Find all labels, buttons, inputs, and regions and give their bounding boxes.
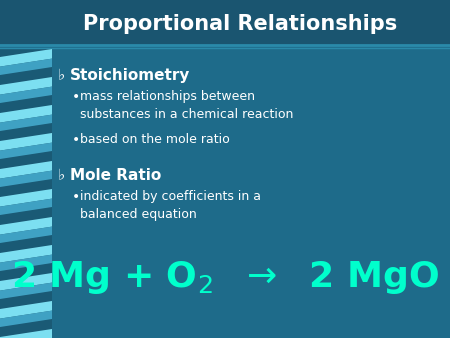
Polygon shape [0,133,52,151]
Text: Stoichiometry: Stoichiometry [70,68,190,83]
Polygon shape [0,245,52,263]
Text: •: • [72,133,80,147]
Polygon shape [0,189,52,207]
Text: Proportional Relationships: Proportional Relationships [83,14,397,34]
Polygon shape [0,273,52,291]
Polygon shape [0,311,52,327]
Text: ♭: ♭ [58,68,65,83]
Polygon shape [0,49,52,67]
Text: Mole Ratio: Mole Ratio [70,168,161,183]
Polygon shape [0,105,52,123]
Polygon shape [0,226,52,243]
Text: mass relationships between
substances in a chemical reaction: mass relationships between substances in… [80,90,293,121]
Polygon shape [0,87,52,103]
Polygon shape [0,301,52,319]
Polygon shape [0,255,52,271]
Text: 2 Mg + O$_2$  $\rightarrow$  2 MgO: 2 Mg + O$_2$ $\rightarrow$ 2 MgO [11,260,439,296]
Text: ♭: ♭ [58,168,65,183]
Polygon shape [0,283,52,299]
Text: based on the mole ratio: based on the mole ratio [80,133,230,146]
Bar [0,0,450,45]
Polygon shape [0,58,52,75]
Text: •: • [72,90,80,104]
Polygon shape [0,143,52,159]
Text: indicated by coefficients in a
balanced equation: indicated by coefficients in a balanced … [80,190,261,221]
Polygon shape [0,171,52,187]
Bar [0,49,52,338]
Polygon shape [0,217,52,235]
Polygon shape [0,77,52,95]
Polygon shape [0,115,52,131]
Polygon shape [0,329,52,338]
Polygon shape [0,199,52,215]
Text: •: • [72,190,80,204]
Polygon shape [0,161,52,178]
